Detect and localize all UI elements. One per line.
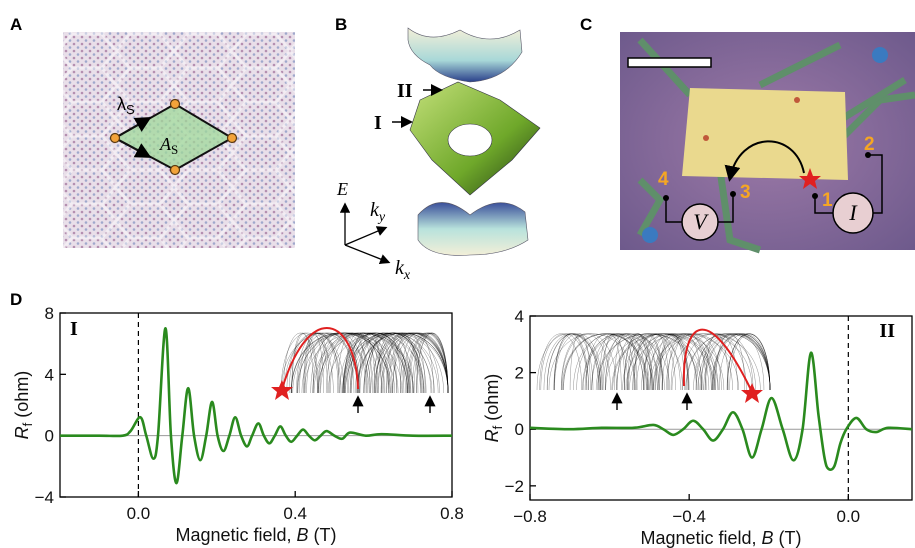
label-text: Magnetic field, (640, 528, 761, 548)
contact-number: 4 (658, 169, 669, 190)
kx-axis: kx (395, 257, 411, 283)
y-tick-label: 4 (515, 307, 524, 326)
label-var: B (297, 525, 309, 545)
band-hole (448, 124, 492, 156)
lambda-sub: S (126, 102, 135, 117)
label-unit: (T) (309, 525, 337, 545)
x-axis-label: Magnetic field, B (T) (175, 525, 336, 545)
dot (794, 97, 800, 103)
y-tick-label: 4 (45, 365, 54, 384)
y-tick-label: 2 (515, 364, 524, 383)
y-tick-label: 0 (45, 427, 54, 446)
charts: −4 0 4 8 0.0 0.4 0.8 I Magnetic field, B (T) Rf (… (12, 304, 912, 548)
k-sub: x (403, 268, 411, 283)
x-tick-label: −0.4 (672, 507, 706, 526)
label-var: B (762, 528, 774, 548)
y-tick-label: 0 (515, 420, 524, 439)
panel-label: B (335, 15, 347, 34)
body: A λS AS B II I E ky kx C V I 1 2 3 (0, 0, 915, 548)
k-sub: y (377, 210, 386, 225)
y-tick-label: −4 (35, 488, 54, 507)
x-tick-label: 0.0 (127, 504, 151, 523)
label-unit: (ohm) (482, 374, 502, 426)
spot (872, 47, 888, 63)
panel-label: D (10, 290, 22, 309)
y-tick-label: 8 (45, 304, 54, 323)
chart-annotation: II (879, 320, 895, 342)
label-unit: (T) (774, 528, 802, 548)
lambda: λ (117, 94, 126, 114)
device (682, 88, 848, 180)
inset (537, 320, 770, 410)
y-axis-label: Rf (ohm) (482, 374, 505, 443)
x-axis-label: Magnetic field, B (T) (640, 528, 801, 548)
panel-label: C (580, 15, 592, 34)
chart-annotation: I (70, 318, 78, 340)
y-tick-label: −2 (505, 477, 524, 496)
scale-bar (628, 58, 711, 67)
label-unit: (ohm) (12, 371, 32, 423)
x-tick-label: −0.8 (513, 507, 547, 526)
energy-axis: E (336, 179, 348, 199)
figure: A λS AS B II I E ky kx C V I 1 2 3 (0, 0, 915, 548)
band-surface (418, 203, 528, 256)
band-surface (408, 28, 522, 82)
label-text: Magnetic field, (175, 525, 296, 545)
band-label: II (397, 80, 413, 102)
label-var: R (12, 426, 32, 439)
x-tick-label: 0.8 (440, 504, 464, 523)
chart: −4 0 4 8 0.0 0.4 0.8 I Magnetic field, B (T) Rf (… (12, 304, 464, 545)
band-label: I (374, 112, 382, 134)
x-tick-label: 0.0 (837, 507, 861, 526)
page: Figure {"panels": { "A": {"label": "A", … (0, 0, 915, 548)
contact-number: 3 (740, 182, 751, 203)
chart: −2 0 2 4 −0.8 −0.4 0.0 II Magnetic field, B (T) R… (482, 307, 912, 548)
dot (703, 135, 709, 141)
ky-axis: ky (370, 199, 386, 225)
inset (271, 318, 448, 413)
contact-number: 2 (864, 134, 875, 155)
area-sub: S (171, 142, 178, 157)
spot (642, 227, 658, 243)
label-var: R (482, 429, 502, 442)
panel-label: A (10, 15, 22, 34)
contact-number: 1 (822, 190, 833, 211)
x-tick-label: 0.4 (283, 504, 307, 523)
y-axis-label: Rf (ohm) (12, 371, 35, 440)
